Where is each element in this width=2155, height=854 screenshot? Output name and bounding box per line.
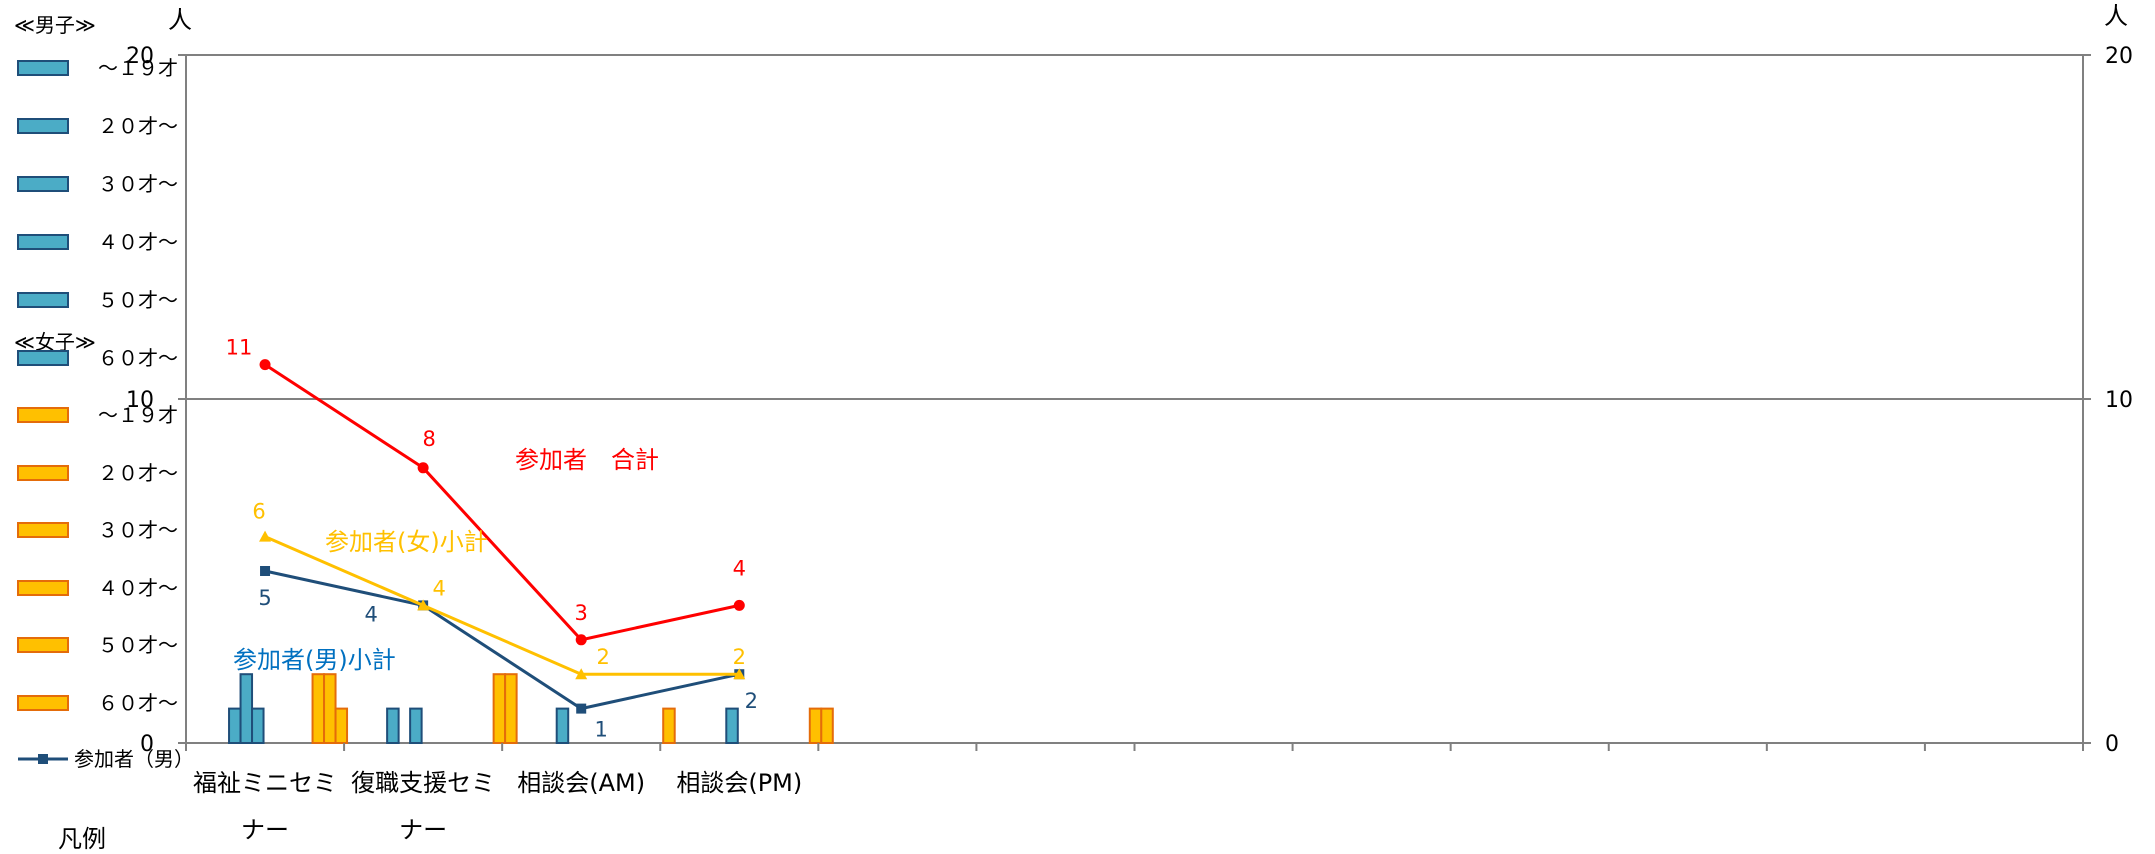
legend-entry-male: ３０才～: [98, 172, 178, 196]
bar-female: [311, 673, 326, 745]
legend-line-marker: [38, 754, 48, 764]
legend-swatch-male: [17, 60, 69, 76]
legend-swatch-male: [17, 350, 69, 366]
legend-entry-male: ２０才～: [98, 114, 178, 138]
series-marker: [733, 668, 746, 680]
x-category-label: 相談会(AM): [517, 769, 645, 797]
data-label: 4: [733, 556, 746, 580]
data-label: 2: [745, 689, 758, 713]
bar-female: [492, 673, 507, 745]
legend-swatch-male: [17, 234, 69, 250]
series-marker: [576, 703, 587, 714]
x-category-label: 復職支援セミ: [351, 769, 495, 797]
legend-entry-male: ６０才～: [98, 346, 178, 370]
bar-male: [251, 707, 265, 744]
legend-entry-female: ６０才～: [98, 691, 178, 715]
y-tick-label-right: 20: [2105, 44, 2133, 69]
x-category-label-line2: ナー: [241, 816, 289, 844]
data-label: 6: [252, 500, 265, 524]
legend-swatch-female: [17, 522, 69, 538]
bar-female: [504, 673, 518, 745]
data-labels: 5 4 1 2 6 4 2 2 11 8 3 4 参加者(男)小計 参加者(女)小計 参加者 合計: [226, 336, 758, 742]
legend-entry-female: ～１９才: [98, 403, 178, 427]
series-line: [264, 535, 740, 676]
bar-female: [808, 707, 823, 744]
legend-entry-male: ４０才～: [98, 230, 178, 254]
data-label: 3: [575, 601, 588, 625]
series-name-label: 参加者(男)小計: [233, 646, 396, 674]
series-name-label: 参加者 合計: [515, 446, 659, 474]
data-label: 1: [595, 718, 608, 742]
x-category-label: 福祉ミニセミ: [193, 769, 337, 797]
legend-title: 凡例: [58, 825, 106, 853]
series-marker: [575, 668, 588, 680]
bar-male: [725, 707, 739, 744]
series-name-label: 参加者(女)小計: [325, 528, 488, 556]
legend-swatch-male: [17, 118, 69, 134]
data-label: 2: [733, 645, 746, 669]
y-tick-label-right: 10: [2105, 388, 2133, 413]
bar-female: [334, 707, 349, 744]
y-tick-label-left: 20: [126, 44, 154, 69]
series-marker: [575, 634, 587, 646]
x-category-label: 相談会(PM): [676, 769, 802, 797]
data-label: 8: [422, 427, 435, 451]
legend-swatch-female: [17, 695, 69, 711]
data-label: 4: [432, 576, 445, 600]
y-tick-label-right: 0: [2105, 732, 2119, 757]
bars: [228, 673, 834, 745]
y-unit-right: 人: [2104, 2, 2128, 30]
legend-swatch-male: [17, 176, 69, 192]
bar-female: [323, 673, 337, 745]
series-lines: [259, 359, 746, 714]
data-label: 5: [258, 586, 271, 610]
series-marker: [259, 359, 271, 371]
bar-male: [239, 673, 254, 745]
series-marker: [259, 530, 272, 542]
legend-male-group-label: ≪男子≫: [14, 13, 96, 37]
series-line: [264, 363, 740, 642]
bar-male: [555, 707, 570, 744]
legend: ≪男子≫≪女子≫～１９才～１９才２０才～２０才～３０才～３０才～４０才～４０才～…: [14, 13, 194, 853]
series-marker: [417, 599, 430, 611]
series-line: [264, 569, 740, 711]
bar-female: [662, 707, 676, 744]
y-tick-label-left: 0: [140, 732, 154, 757]
legend-swatch-female: [17, 637, 69, 653]
y-tick-label-left: 10: [126, 388, 154, 413]
legend-swatch-female: [17, 580, 69, 596]
series-marker: [260, 566, 271, 576]
series-marker: [733, 599, 745, 611]
y-unit-left: 人: [168, 6, 192, 34]
legend-swatch-female: [17, 465, 69, 481]
legend-entry-female: ２０才～: [98, 461, 178, 485]
bar-male: [228, 707, 242, 744]
grid-lines: [186, 54, 2083, 744]
data-label: 4: [364, 602, 377, 626]
bar-male: [409, 707, 423, 744]
legend-entry-female: ４０才～: [98, 576, 178, 600]
series-marker: [417, 462, 429, 474]
legend-entry-female: ３０才～: [98, 518, 178, 542]
data-label: 11: [226, 336, 253, 360]
legend-swatch-female: [17, 407, 69, 423]
legend-entry-male: ５０才～: [98, 288, 178, 312]
bar-male: [386, 707, 400, 744]
data-label: 2: [597, 645, 610, 669]
legend-entry-male: ～１９才: [98, 56, 178, 80]
legend-line-entry: 参加者（男）: [74, 747, 194, 771]
x-category-label-line2: ナー: [399, 816, 447, 844]
legend-entry-female: ５０才～: [98, 633, 178, 657]
legend-swatch-male: [17, 292, 69, 308]
bar-female: [820, 707, 834, 744]
